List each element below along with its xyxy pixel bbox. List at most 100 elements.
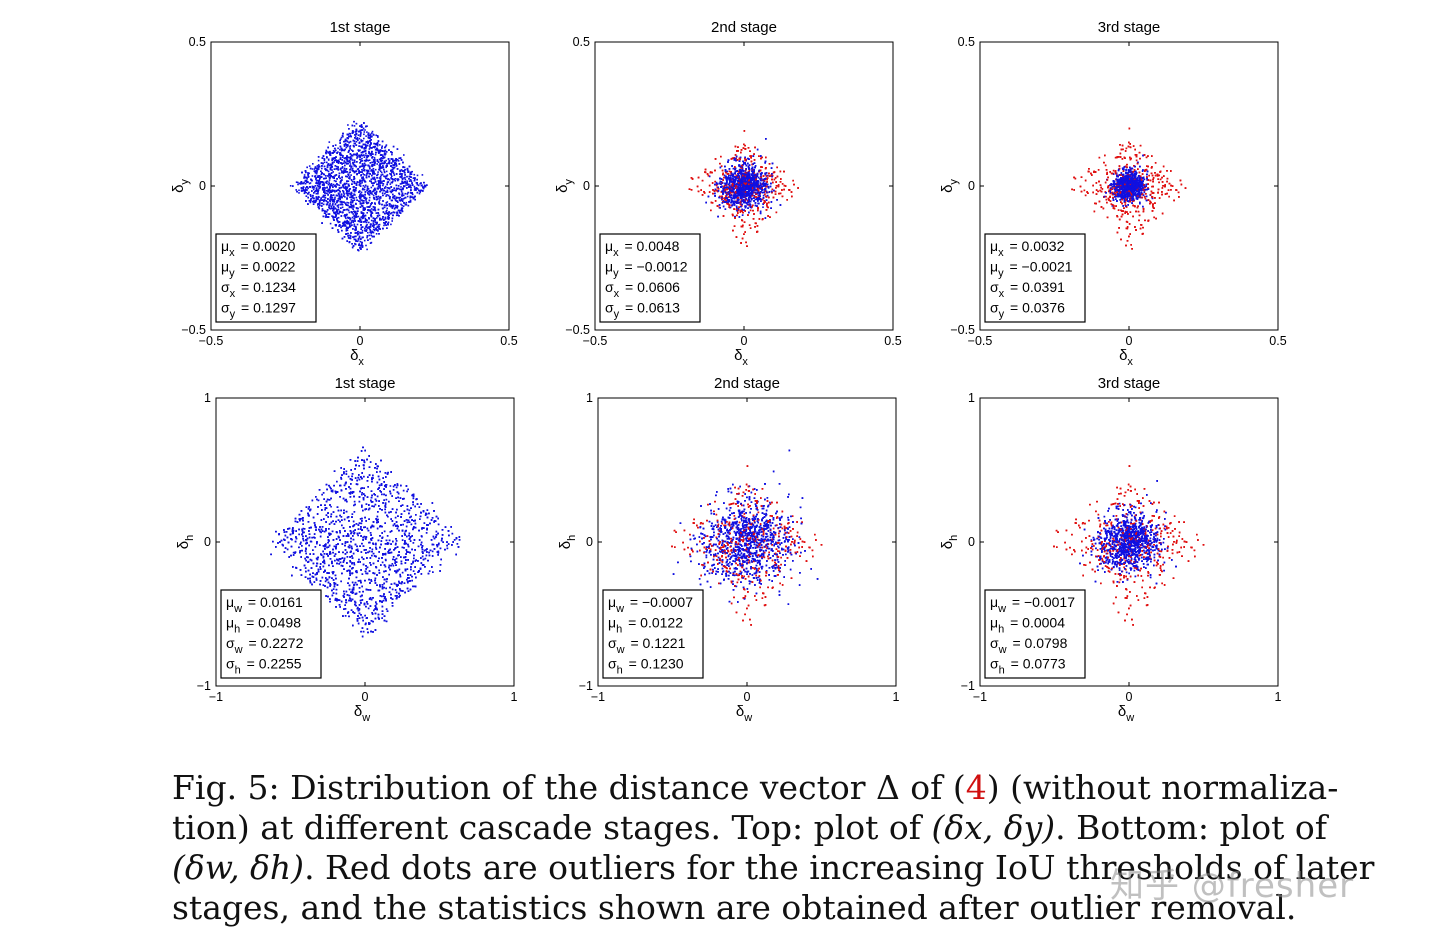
x-tick-label: 0 <box>1126 690 1133 704</box>
figure-caption: Fig. 5: Distribution of the distance vec… <box>172 768 1374 928</box>
y-tick-label: 0 <box>199 179 206 193</box>
stat-line: μy = 0.0022 <box>221 259 296 280</box>
figure: −0.5 0 0.5 −0.5 0 0.5 1st stage δx δy μx = 0.0020… <box>170 19 1287 724</box>
x-tick-label: 0 <box>1126 334 1133 348</box>
x-tick-label: 1 <box>511 690 518 704</box>
x-tick-label: 0 <box>362 690 369 704</box>
x-axis-label: δw <box>1118 703 1134 724</box>
y-tick-label: 0 <box>204 535 211 549</box>
stat-line: μy = −0.0012 <box>605 259 688 280</box>
caption-line-4: stages, and the statistics shown are obt… <box>172 888 1304 928</box>
x-axis-label: δx <box>734 347 748 368</box>
y-axis-label: δh <box>557 535 578 549</box>
x-axis-label: δx <box>350 347 364 368</box>
stat-line: σy = 0.0613 <box>605 300 680 321</box>
x-tick-label: 0 <box>357 334 364 348</box>
caption-math-xy: (δx, δy) <box>931 808 1055 847</box>
y-tick-label: 0 <box>968 179 975 193</box>
stat-line: σh = 0.0773 <box>990 656 1066 677</box>
y-tick-label: −1 <box>961 679 975 693</box>
y-tick-label: 0 <box>583 179 590 193</box>
scatter-points <box>270 446 461 638</box>
stat-line: μw = −0.0007 <box>608 594 693 615</box>
scatter-panel-3: −0.5 0 0.5 −0.5 0 0.5 3rd stage δx δy μx = 0.0032… <box>939 19 1287 368</box>
caption-math-wh: (δw, δh) <box>172 848 304 887</box>
scatter-points <box>289 120 428 252</box>
scatter-panel-2: −0.5 0 0.5 −0.5 0 0.5 2nd stage δx δy μx = 0.0048… <box>554 19 902 368</box>
y-axis-label: δy <box>939 179 960 193</box>
y-tick-label: 0.5 <box>573 35 590 49</box>
y-tick-label: −0.5 <box>565 323 590 337</box>
scatter-points <box>688 130 799 247</box>
stat-line: μy = −0.0021 <box>990 259 1073 280</box>
y-axis-label: δy <box>170 179 191 193</box>
stat-line: σh = 0.2255 <box>226 656 302 677</box>
stat-line: σy = 0.0376 <box>990 300 1065 321</box>
y-tick-label: −0.5 <box>950 323 975 337</box>
stat-line: μh = 0.0004 <box>990 615 1065 636</box>
scatter-panel-1: −0.5 0 0.5 −0.5 0 0.5 1st stage δx δy μx = 0.0020… <box>170 19 518 368</box>
stat-line: μx = 0.0048 <box>605 238 680 259</box>
equation-ref-link[interactable]: 4 <box>966 768 987 807</box>
stat-line: μx = 0.0020 <box>221 238 296 259</box>
stat-line: μh = 0.0122 <box>608 615 683 636</box>
plot-title: 2nd stage <box>714 375 780 392</box>
x-tick-label: −1 <box>591 690 605 704</box>
x-tick-label: 0 <box>741 334 748 348</box>
stat-line: σx = 0.0391 <box>990 279 1065 300</box>
stat-line: μw = 0.0161 <box>226 594 303 615</box>
plot-title: 2nd stage <box>711 19 777 36</box>
y-axis-label: δy <box>554 179 575 193</box>
caption-line-1: Fig. 5: Distribution of the distance vec… <box>172 768 1338 808</box>
y-tick-label: 1 <box>586 391 593 405</box>
x-tick-label: −0.5 <box>968 334 993 348</box>
scatter-points <box>1053 465 1205 626</box>
plot-title: 3rd stage <box>1098 19 1161 36</box>
y-axis-label: δh <box>175 535 196 549</box>
y-tick-label: −0.5 <box>181 323 206 337</box>
x-tick-label: −0.5 <box>583 334 608 348</box>
stat-line: μx = 0.0032 <box>990 238 1065 259</box>
stat-line: σw = 0.0798 <box>990 635 1068 656</box>
x-axis-label: δw <box>354 703 370 724</box>
plot-title: 1st stage <box>330 19 391 36</box>
x-tick-label: 0 <box>744 690 751 704</box>
x-tick-label: 1 <box>1275 690 1282 704</box>
y-axis-label: δh <box>939 535 960 549</box>
caption-line-3: (δw, δh). Red dots are outliers for the … <box>172 848 1374 888</box>
x-tick-label: −1 <box>209 690 223 704</box>
x-axis-label: δx <box>1119 347 1133 368</box>
y-tick-label: −1 <box>197 679 211 693</box>
stat-line: σw = 0.2272 <box>226 635 304 656</box>
stat-line: σx = 0.0606 <box>605 279 680 300</box>
stat-line: μw = −0.0017 <box>990 594 1075 615</box>
y-tick-label: 0.5 <box>189 35 206 49</box>
y-tick-label: 0.5 <box>958 35 975 49</box>
y-tick-label: 1 <box>204 391 211 405</box>
plot-title: 3rd stage <box>1098 375 1161 392</box>
y-tick-label: −1 <box>579 679 593 693</box>
stat-line: σw = 0.1221 <box>608 635 686 656</box>
y-tick-label: 0 <box>968 535 975 549</box>
x-tick-label: −1 <box>973 690 987 704</box>
scatter-points <box>671 449 823 626</box>
caption-line-2: tion) at different cascade stages. Top: … <box>172 808 1327 848</box>
x-tick-label: 1 <box>893 690 900 704</box>
plot-title: 1st stage <box>335 375 396 392</box>
watermark: 知乎 @fresher <box>1110 858 1354 907</box>
stat-line: σy = 0.1297 <box>221 300 296 321</box>
stat-line: σx = 0.1234 <box>221 279 296 300</box>
scatter-points <box>1071 127 1187 250</box>
x-tick-label: 0.5 <box>884 334 901 348</box>
stat-line: σh = 0.1230 <box>608 656 684 677</box>
y-tick-label: 0 <box>586 535 593 549</box>
stat-line: μh = 0.0498 <box>226 615 301 636</box>
